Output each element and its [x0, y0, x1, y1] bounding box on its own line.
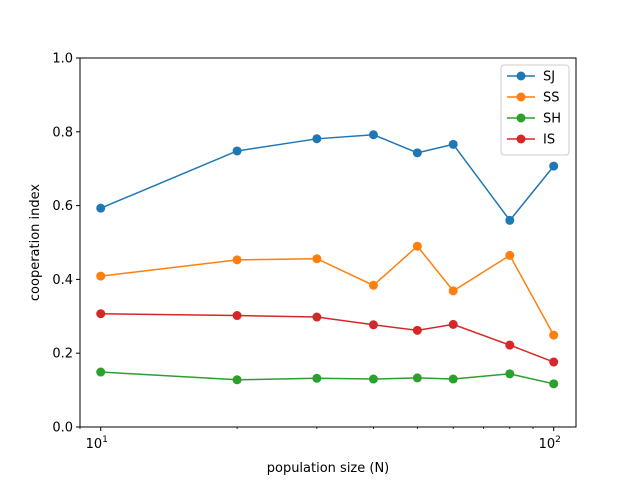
- series-line: [100, 245, 555, 336]
- plot-frame: [79, 57, 577, 428]
- legend-label: SS: [543, 91, 560, 106]
- legend-marker: [516, 134, 526, 144]
- legend: SJ SS SH IS: [500, 64, 570, 156]
- data-point: [549, 161, 559, 171]
- y-tick-label: 0.8: [52, 125, 73, 140]
- series-line: [100, 312, 554, 363]
- data-point: [448, 139, 458, 149]
- series-is: [96, 309, 559, 367]
- data-point: [232, 146, 242, 156]
- legend-marker: [516, 113, 526, 123]
- ticks-layer: 0.0 0.2 0.4 0.6 0.8 1.0 101 102: [52, 52, 561, 453]
- series-sh: [96, 367, 559, 389]
- data-point: [96, 367, 106, 377]
- data-point: [368, 130, 378, 140]
- legend-marker: [516, 71, 526, 81]
- data-point: [549, 330, 559, 340]
- legend-label: SJ: [543, 70, 555, 85]
- series-layer: [96, 130, 559, 389]
- data-point: [96, 309, 106, 319]
- y-tick-label: 0.4: [52, 273, 73, 288]
- data-point: [505, 369, 515, 379]
- data-point: [312, 254, 322, 264]
- data-point: [549, 357, 559, 367]
- x-tick-label: 101: [86, 435, 108, 452]
- data-point: [448, 286, 458, 296]
- y-tick-label: 0.6: [52, 199, 73, 214]
- data-point: [368, 374, 378, 384]
- data-point: [312, 312, 322, 322]
- legend-box: [500, 64, 570, 156]
- data-point: [96, 271, 106, 281]
- data-point: [505, 340, 515, 350]
- legend-label: SH: [543, 112, 561, 127]
- data-point: [96, 203, 106, 213]
- y-tick-label: 0.2: [52, 347, 73, 362]
- x-tick-label: 102: [539, 435, 561, 452]
- data-point: [412, 325, 422, 335]
- x-axis-label: population size (N): [267, 461, 390, 476]
- data-point: [232, 255, 242, 265]
- data-point: [412, 148, 422, 158]
- series-sj: [96, 130, 559, 225]
- data-point: [448, 319, 458, 329]
- data-point: [232, 311, 242, 321]
- data-point: [549, 379, 559, 389]
- data-point: [505, 215, 515, 225]
- data-point: [312, 134, 322, 144]
- series-line: [100, 133, 555, 222]
- data-point: [412, 241, 422, 251]
- data-point: [505, 250, 515, 260]
- series-ss: [96, 241, 559, 340]
- data-point: [412, 373, 422, 383]
- y-axis-label: cooperation index: [28, 184, 43, 302]
- data-point: [368, 280, 378, 290]
- data-point: [312, 373, 322, 383]
- data-point: [368, 320, 378, 330]
- legend-marker: [516, 92, 526, 102]
- series-line: [100, 371, 554, 385]
- y-tick-label: 0.0: [52, 421, 73, 436]
- data-point: [448, 374, 458, 384]
- legend-label: IS: [543, 133, 555, 148]
- data-point: [232, 375, 242, 385]
- y-tick-label: 1.0: [52, 52, 73, 67]
